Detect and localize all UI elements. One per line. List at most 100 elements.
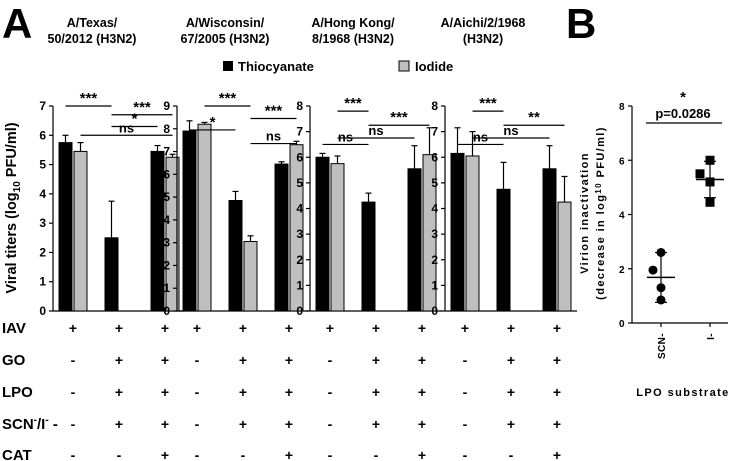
chart-3-bar-iodide-1 <box>330 163 345 312</box>
chart-3-condition-lpo-1: - <box>328 384 333 400</box>
chart-3-bar-thiocyanate-2 <box>361 201 376 312</box>
chart-1-condition-lpo-1: - <box>71 384 76 400</box>
panel-b-point-iodide <box>695 169 705 179</box>
chart-2-condition-iav-2: + <box>239 320 247 336</box>
chart-4-y-tick-label: 6 <box>431 150 438 164</box>
panel-b-x-tick-label: SCN- <box>657 333 668 359</box>
chart-1-title-line-2: 50/2012 (H3N2) <box>48 32 137 46</box>
panel-a-ylabel: Viral titers (log10 PFU/ml) <box>4 122 23 293</box>
chart-1-condition-cat-2: - <box>117 447 122 461</box>
chart-1-condition-go-3: + <box>161 352 169 368</box>
chart-2-bar-thiocyanate-1 <box>182 130 197 312</box>
chart-3-condition-iav-3: + <box>418 320 426 336</box>
chart-3-condition-go-2: + <box>372 352 380 368</box>
chart-2-condition-iav-3: + <box>285 320 293 336</box>
chart-4-comparison-label: ns <box>503 123 518 138</box>
chart-3-comparison-label: ns <box>368 123 383 138</box>
chart-4-condition-lpo-1: - <box>463 384 468 400</box>
chart-3-condition-lpo-3: + <box>418 384 426 400</box>
chart-4-condition-go-3: + <box>553 352 561 368</box>
chart-2-condition-go-2: + <box>239 352 247 368</box>
chart-3-condition-iav-2: + <box>372 320 380 336</box>
panel-b-xlabel: LPO substrate <box>636 387 729 399</box>
chart-3-condition-iav-1: + <box>326 320 334 336</box>
chart-3-comparison-label: ns <box>338 129 353 144</box>
chart-4-condition-go-1: - <box>463 352 468 368</box>
chart-1-comparison-label: *** <box>80 90 98 107</box>
panel-b-point-scn <box>648 265 658 275</box>
chart-2-condition-iav-1: + <box>193 320 201 336</box>
legend-swatch-iodide <box>398 60 410 72</box>
chart-1-title-line-1: A/Texas/ <box>67 16 118 30</box>
chart-1-bar-iodide-1 <box>73 150 88 312</box>
panel-b-y-tick-label: 8 <box>619 102 625 113</box>
chart-3-bar-thiocyanate-1 <box>315 156 330 312</box>
chart-3-condition-go-1: - <box>328 352 333 368</box>
chart-2-title-line-2: 67/2005 (H3N2) <box>181 32 270 46</box>
chart-1-comparison-label: *** <box>133 99 151 116</box>
chart-2-condition-go-3: + <box>285 352 293 368</box>
chart-3-y-tick-label: 1 <box>296 278 303 292</box>
chart-3-y-tick-label: 2 <box>296 253 303 267</box>
chart-4-condition-lpo-2: + <box>507 384 515 400</box>
chart-1-y-tick-label: 0 <box>39 304 46 318</box>
legend-label-thiocyanate: Thiocyanate <box>238 59 314 74</box>
chart-3-title-line-1: A/Hong Kong/ <box>311 16 395 30</box>
chart-2-condition-lpo-2: + <box>239 384 247 400</box>
chart-1-bar-thiocyanate-2 <box>104 237 119 312</box>
chart-4-condition-scni-2: + <box>507 416 515 432</box>
chart-1-condition-cat-3: + <box>161 447 169 461</box>
chart-2-condition-go-1: - <box>195 352 200 368</box>
chart-4-bar-thiocyanate-2 <box>496 188 511 312</box>
chart-4-condition-lpo-3: + <box>553 384 561 400</box>
chart-3-y-tick-label: 7 <box>296 125 303 139</box>
chart-1-condition-lpo-3: + <box>161 384 169 400</box>
chart-3-comparison-label: *** <box>344 95 362 112</box>
chart-1-comparison-label: * <box>132 111 138 128</box>
panel-b-x-tick-label: I- <box>706 333 717 340</box>
chart-4-y-tick-label: 5 <box>431 176 438 190</box>
chart-1-condition-scni-1: - <box>71 416 76 432</box>
legend-label-iodide: Iodide <box>415 59 453 74</box>
chart-1-condition-lpo-2: + <box>115 384 123 400</box>
chart-4-condition-cat-1: - <box>463 447 468 461</box>
chart-2-condition-cat-1: - <box>195 447 200 461</box>
chart-1-y-tick-label: 6 <box>39 128 46 142</box>
chart-1-y-tick-label: 4 <box>39 187 46 201</box>
chart-4-y-tick-label: 0 <box>431 304 438 318</box>
chart-2-condition-lpo-3: + <box>285 384 293 400</box>
panel-b-point-iodide <box>705 155 715 165</box>
chart-1-y-tick-label: 7 <box>39 99 46 113</box>
chart-2-comparison-label: *** <box>219 90 237 107</box>
chart-1-condition-scni-3: + <box>161 416 169 432</box>
chart-4-bar-iodide-3 <box>557 201 572 312</box>
cond-row-label-lpo: LPO <box>2 384 33 401</box>
chart-2-condition-scni-3: + <box>285 416 293 432</box>
chart-2-bar-iodide-1 <box>197 123 212 312</box>
chart-3-y-tick-label: 3 <box>296 227 303 241</box>
chart-2-bar-thiocyanate-2 <box>228 200 243 312</box>
bar-chart-2: A/Wisconsin/67/2005 (H3N2)0123456789****… <box>163 16 309 318</box>
chart-1-y-tick-label: 5 <box>39 158 46 172</box>
panel-b-ylabel-line1: Virion inactivation <box>579 152 591 274</box>
chart-3-condition-lpo-2: + <box>372 384 380 400</box>
chart-2-comparison-label: *** <box>265 103 283 120</box>
chart-4-comparison-label: *** <box>479 95 497 112</box>
chart-1-y-tick-label: 2 <box>39 245 46 259</box>
chart-2-bar-iodide-2 <box>243 241 258 312</box>
panel-b-y-tick-label: 0 <box>619 319 625 330</box>
bar-chart-3: A/Hong Kong/8/1968 (H3N2) 0 1 2 3 4 5 6 7 8 ns *** n… <box>296 16 442 318</box>
chart-4-y-tick-label: 8 <box>431 99 438 113</box>
panel-b-significance-star: * <box>680 89 686 106</box>
chart-3-condition-cat-3: + <box>418 447 426 461</box>
chart-2-comparison-label: ns <box>266 129 281 144</box>
chart-3-y-tick-label: 0 <box>296 304 303 318</box>
chart-4-y-tick-label: 7 <box>431 125 438 139</box>
chart-3-condition-scni-1: - <box>328 416 333 432</box>
chart-4-y-tick-label: 1 <box>431 278 438 292</box>
chart-3-title-line-2: 8/1968 (H3N2) <box>312 32 394 46</box>
chart-3-comparison-label: *** <box>390 109 408 126</box>
chart-4-condition-iav-3: + <box>553 320 561 336</box>
cond-row-label-scn-i: SCN-/I- - <box>2 415 58 433</box>
chart-1-condition-iav-3: + <box>161 320 169 336</box>
